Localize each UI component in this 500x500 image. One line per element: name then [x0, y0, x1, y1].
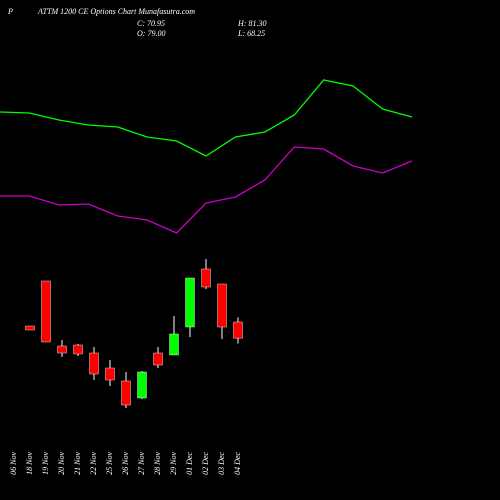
chart-title: ATTM 1200 CE Options Chart Munafasutra.c…: [37, 7, 195, 16]
x-tick-label: 19 Nov: [41, 452, 50, 475]
candle-body: [25, 325, 35, 331]
candle-body: [153, 352, 163, 366]
close-label: C: 70.95: [137, 19, 165, 28]
candle-body: [185, 277, 195, 328]
candle-body: [105, 367, 115, 381]
symbol: P: [7, 7, 13, 16]
x-tick-label: 25 Nov: [105, 452, 114, 475]
candle-body: [217, 283, 227, 328]
x-tick-label: 28 Nov: [153, 452, 162, 475]
x-tick-label: 03 Dec: [217, 452, 226, 475]
x-tick-label: 26 Nov: [121, 452, 130, 475]
indicator-line: [0, 146, 413, 234]
candle-body: [169, 333, 179, 356]
candle-body: [137, 371, 147, 399]
x-tick-label: 18 Nov: [25, 452, 34, 475]
x-tick-label: 21 Nov: [73, 452, 82, 475]
candle-body: [41, 280, 51, 343]
x-tick-label: 04 Dec: [233, 452, 242, 475]
x-tick-label: 06 Nov: [9, 452, 18, 475]
candle-body: [233, 321, 243, 339]
candle-body: [73, 344, 83, 355]
x-tick-label: 22 Nov: [89, 452, 98, 475]
candle-body: [201, 268, 211, 288]
x-tick-label: 20 Nov: [57, 452, 66, 475]
x-tick-label: 01 Dec: [185, 452, 194, 475]
candle-body: [121, 380, 131, 406]
candle-body: [57, 345, 67, 354]
indicator-line: [0, 79, 413, 157]
high-label: H: 81.30: [237, 19, 266, 28]
low-label: L: 68.25: [237, 29, 265, 38]
x-tick-label: 27 Nov: [137, 452, 146, 475]
x-tick-label: 02 Dec: [201, 452, 210, 475]
x-tick-label: 29 Nov: [169, 452, 178, 475]
open-label: O: 79.00: [137, 29, 165, 38]
candle-body: [89, 352, 99, 375]
